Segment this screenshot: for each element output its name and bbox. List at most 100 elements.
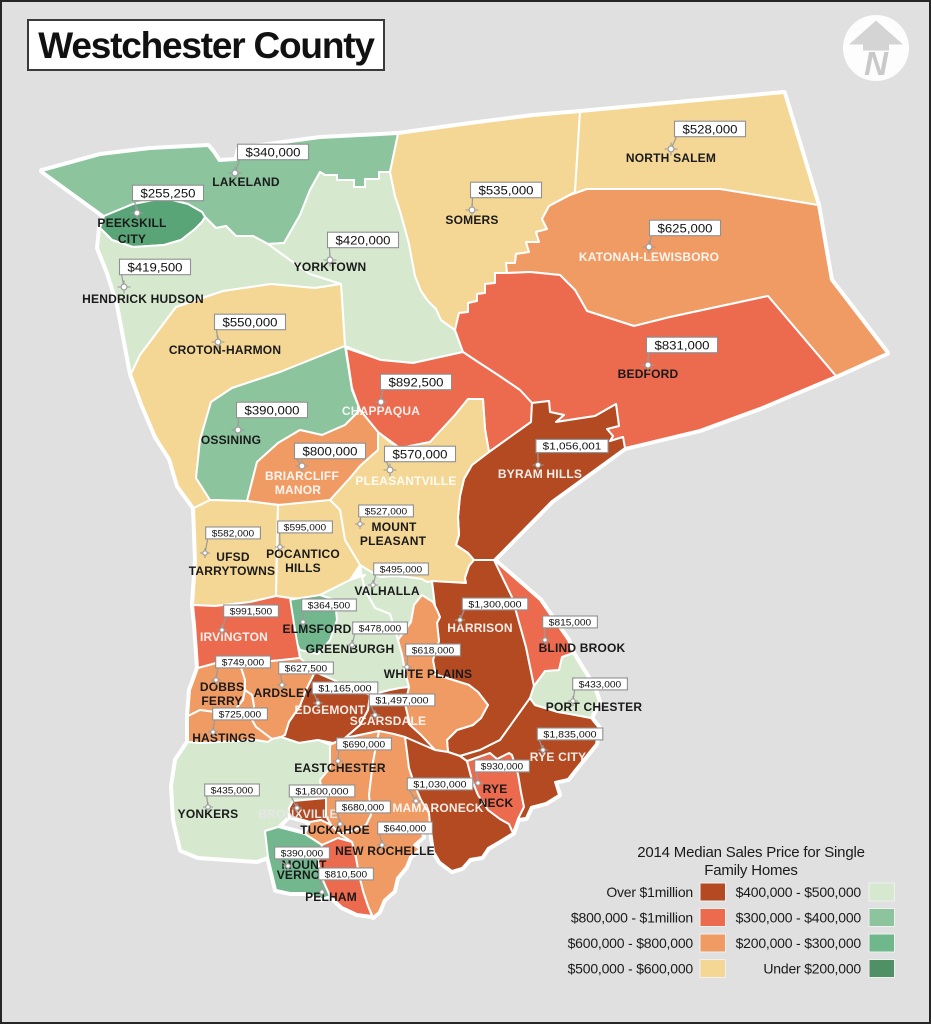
svg-text:EASTCHESTER: EASTCHESTER	[294, 761, 386, 775]
svg-text:$600,000 - $800,000: $600,000 - $800,000	[568, 935, 694, 951]
svg-text:$200,000 - $300,000: $200,000 - $300,000	[736, 935, 862, 951]
svg-text:$435,000: $435,000	[211, 785, 253, 796]
svg-text:$527,000: $527,000	[365, 506, 407, 517]
svg-text:$500,000 - $600,000: $500,000 - $600,000	[568, 961, 694, 977]
svg-text:CITY: CITY	[118, 232, 146, 246]
svg-text:TARRYTOWNS: TARRYTOWNS	[189, 564, 275, 578]
svg-text:SOMERS: SOMERS	[445, 213, 498, 227]
svg-text:$690,000: $690,000	[343, 739, 385, 750]
svg-text:UFSD: UFSD	[216, 550, 250, 564]
svg-text:$595,000: $595,000	[284, 522, 326, 533]
svg-text:BRONXVILLE: BRONXVILLE	[258, 807, 337, 821]
svg-text:DOBBS: DOBBS	[200, 680, 244, 694]
svg-text:$800,000 - $1million: $800,000 - $1million	[571, 910, 693, 926]
svg-text:$582,000: $582,000	[212, 528, 254, 539]
svg-text:$892,500: $892,500	[389, 375, 444, 389]
svg-text:$815,000: $815,000	[549, 617, 591, 628]
svg-text:$1,056,001: $1,056,001	[543, 441, 602, 453]
svg-text:IRVINGTON: IRVINGTON	[200, 630, 268, 644]
svg-text:HILLS: HILLS	[285, 561, 321, 575]
svg-text:$420,000: $420,000	[336, 233, 391, 247]
svg-text:$1,300,000: $1,300,000	[468, 599, 521, 610]
svg-text:MOUNT: MOUNT	[282, 858, 327, 872]
svg-text:$495,000: $495,000	[380, 564, 422, 575]
svg-text:$1,165,000: $1,165,000	[318, 683, 371, 694]
svg-text:NEW ROCHELLE: NEW ROCHELLE	[335, 844, 435, 858]
svg-text:$400,000 - $500,000: $400,000 - $500,000	[736, 884, 862, 900]
svg-text:BLIND BROOK: BLIND BROOK	[539, 641, 626, 655]
svg-text:N: N	[864, 45, 889, 82]
svg-text:$640,000: $640,000	[384, 823, 426, 834]
svg-text:$433,000: $433,000	[579, 679, 621, 690]
svg-text:WHITE PLAINS: WHITE PLAINS	[384, 667, 472, 681]
svg-text:NECK: NECK	[479, 796, 514, 810]
svg-text:$618,000: $618,000	[412, 645, 454, 656]
svg-text:FERRY: FERRY	[201, 694, 242, 708]
svg-text:$364,500: $364,500	[308, 600, 350, 611]
svg-text:$725,000: $725,000	[219, 709, 261, 720]
svg-text:HARRISON: HARRISON	[447, 621, 513, 635]
svg-text:$749,000: $749,000	[222, 657, 264, 668]
svg-text:$831,000: $831,000	[655, 338, 710, 352]
svg-text:YORKTOWN: YORKTOWN	[294, 260, 367, 274]
svg-text:2014 Median Sales Price for Si: 2014 Median Sales Price for Single	[637, 844, 865, 861]
svg-text:CHAPPAQUA: CHAPPAQUA	[342, 404, 420, 418]
svg-text:$550,000: $550,000	[223, 315, 278, 329]
svg-text:EDGEMONT: EDGEMONT	[295, 703, 366, 717]
svg-text:$991,500: $991,500	[230, 606, 272, 617]
svg-text:MAMARONECK: MAMARONECK	[392, 801, 483, 815]
svg-text:LAKELAND: LAKELAND	[212, 175, 280, 189]
svg-text:BEDFORD: BEDFORD	[618, 367, 679, 381]
svg-text:$300,000 - $400,000: $300,000 - $400,000	[736, 910, 862, 926]
svg-text:HENDRICK HUDSON: HENDRICK HUDSON	[82, 292, 204, 306]
svg-text:$1,835,000: $1,835,000	[543, 729, 596, 740]
svg-text:VERNON: VERNON	[277, 868, 330, 882]
svg-text:ELMSFORD: ELMSFORD	[283, 622, 352, 636]
svg-text:Family Homes: Family Homes	[704, 862, 797, 879]
svg-text:PLEASANT: PLEASANT	[360, 534, 427, 548]
svg-text:OSSINING: OSSINING	[201, 433, 261, 447]
svg-text:$625,000: $625,000	[658, 221, 713, 235]
svg-text:MANOR: MANOR	[275, 483, 321, 497]
svg-text:Westchester County: Westchester County	[38, 25, 375, 66]
svg-text:RYE CITY: RYE CITY	[530, 750, 587, 764]
svg-text:YONKERS: YONKERS	[178, 807, 239, 821]
svg-text:$390,000: $390,000	[245, 403, 300, 417]
svg-text:PELHAM: PELHAM	[305, 890, 357, 904]
svg-text:Over $1million: Over $1million	[606, 884, 693, 900]
svg-text:PORT CHESTER: PORT CHESTER	[546, 700, 643, 714]
svg-text:$810,500: $810,500	[325, 869, 367, 880]
svg-text:$255,250: $255,250	[141, 186, 196, 200]
svg-text:PEEKSKILL: PEEKSKILL	[97, 216, 166, 230]
svg-text:KATONAH-LEWISBORO: KATONAH-LEWISBORO	[579, 250, 719, 264]
svg-text:GREENBURGH: GREENBURGH	[306, 642, 395, 656]
svg-text:BRIARCLIFF: BRIARCLIFF	[265, 469, 339, 483]
svg-text:$528,000: $528,000	[683, 122, 738, 136]
svg-text:HASTINGS: HASTINGS	[192, 731, 256, 745]
svg-text:$627,500: $627,500	[285, 663, 327, 674]
svg-text:$535,000: $535,000	[479, 183, 534, 197]
svg-text:$419,500: $419,500	[128, 260, 183, 274]
svg-text:$1,800,000: $1,800,000	[295, 786, 348, 797]
svg-text:$340,000: $340,000	[246, 145, 301, 159]
svg-text:NORTH SALEM: NORTH SALEM	[626, 151, 716, 165]
svg-text:Under $200,000: Under $200,000	[763, 961, 861, 977]
svg-text:$800,000: $800,000	[303, 444, 358, 458]
svg-text:$570,000: $570,000	[393, 447, 448, 461]
svg-text:$930,000: $930,000	[481, 761, 523, 772]
svg-text:RYE: RYE	[483, 782, 508, 796]
svg-text:CROTON-HARMON: CROTON-HARMON	[169, 343, 281, 357]
svg-text:$390,000: $390,000	[281, 848, 323, 859]
svg-text:MOUNT: MOUNT	[372, 520, 417, 534]
svg-text:$1,030,000: $1,030,000	[413, 779, 466, 790]
svg-text:ARDSLEY: ARDSLEY	[254, 686, 313, 700]
svg-text:VALHALLA: VALHALLA	[354, 584, 420, 598]
svg-text:$478,000: $478,000	[359, 623, 401, 634]
svg-text:$680,000: $680,000	[342, 802, 384, 813]
svg-text:PLEASANTVILLE: PLEASANTVILLE	[355, 474, 456, 488]
svg-text:POCANTICO: POCANTICO	[266, 547, 340, 561]
svg-text:BYRAM HILLS: BYRAM HILLS	[498, 467, 582, 481]
svg-text:TUCKAHOE: TUCKAHOE	[300, 823, 370, 837]
svg-text:$1,497,000: $1,497,000	[375, 695, 428, 706]
svg-text:SCARSDALE: SCARSDALE	[350, 714, 426, 728]
